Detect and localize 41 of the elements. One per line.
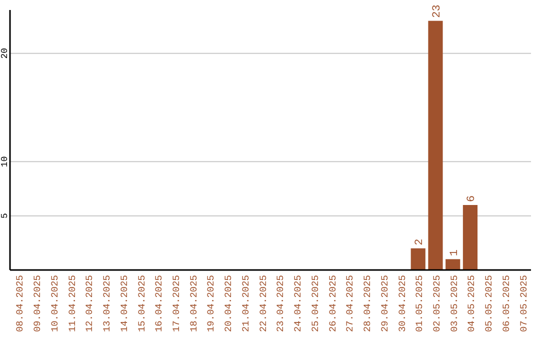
x-tick-label: 20.04.2025 [223, 274, 234, 332]
x-tick-label: 02.05.2025 [431, 274, 442, 332]
data-label: 2 [414, 238, 426, 246]
x-tick-label: 09.04.2025 [32, 274, 44, 332]
x-tick-label: 05.05.2025 [484, 274, 495, 332]
x-tick-label: 24.04.2025 [292, 274, 304, 332]
x-tick-label: 30.04.2025 [396, 274, 408, 332]
x-tick-label: 10.04.2025 [49, 274, 60, 332]
x-tick-label: 01.05.2025 [414, 274, 426, 332]
x-tick-label: 27.04.2025 [344, 274, 356, 332]
x-tick-label: 26.04.2025 [327, 274, 338, 332]
data-label: 1 [448, 249, 461, 256]
x-tick-label: 23.04.2025 [275, 274, 286, 332]
bar [428, 20, 443, 270]
x-tick-label: 06.05.2025 [500, 274, 512, 332]
x-tick-label: 04.05.2025 [466, 274, 478, 332]
y-tick-label: 10 [0, 156, 10, 168]
data-label: 6 [466, 195, 478, 202]
x-tick-label: 14.04.2025 [118, 274, 130, 332]
x-tick-label: 13.04.2025 [102, 274, 113, 332]
y-tick-label: 5 [0, 213, 10, 219]
bar [446, 259, 460, 270]
x-tick-label: 11.04.2025 [66, 274, 78, 332]
x-tick-label: 12.04.2025 [84, 274, 96, 332]
x-tick-label: 22.04.2025 [258, 274, 269, 332]
bar [410, 248, 426, 270]
x-tick-label: 21.04.2025 [240, 274, 252, 332]
x-tick-label: 15.04.2025 [136, 274, 148, 332]
y-tick-label: 20 [0, 48, 10, 59]
x-tick-label: 17.04.2025 [170, 274, 182, 332]
x-tick-label: 18.04.2025 [188, 274, 200, 332]
x-tick-label: 19.04.2025 [206, 274, 217, 332]
x-tick-label: 29.04.2025 [379, 274, 390, 332]
x-tick-label: 16.04.2025 [154, 274, 165, 332]
x-tick-label: 07.05.2025 [518, 274, 530, 332]
x-tick-label: 28.04.2025 [362, 274, 374, 332]
data-label: 23 [431, 4, 444, 18]
x-tick-label: 25.04.2025 [310, 274, 321, 332]
bar [462, 205, 478, 270]
x-tick-label: 03.05.2025 [448, 274, 460, 332]
x-tick-label: 08.04.2025 [14, 274, 26, 332]
